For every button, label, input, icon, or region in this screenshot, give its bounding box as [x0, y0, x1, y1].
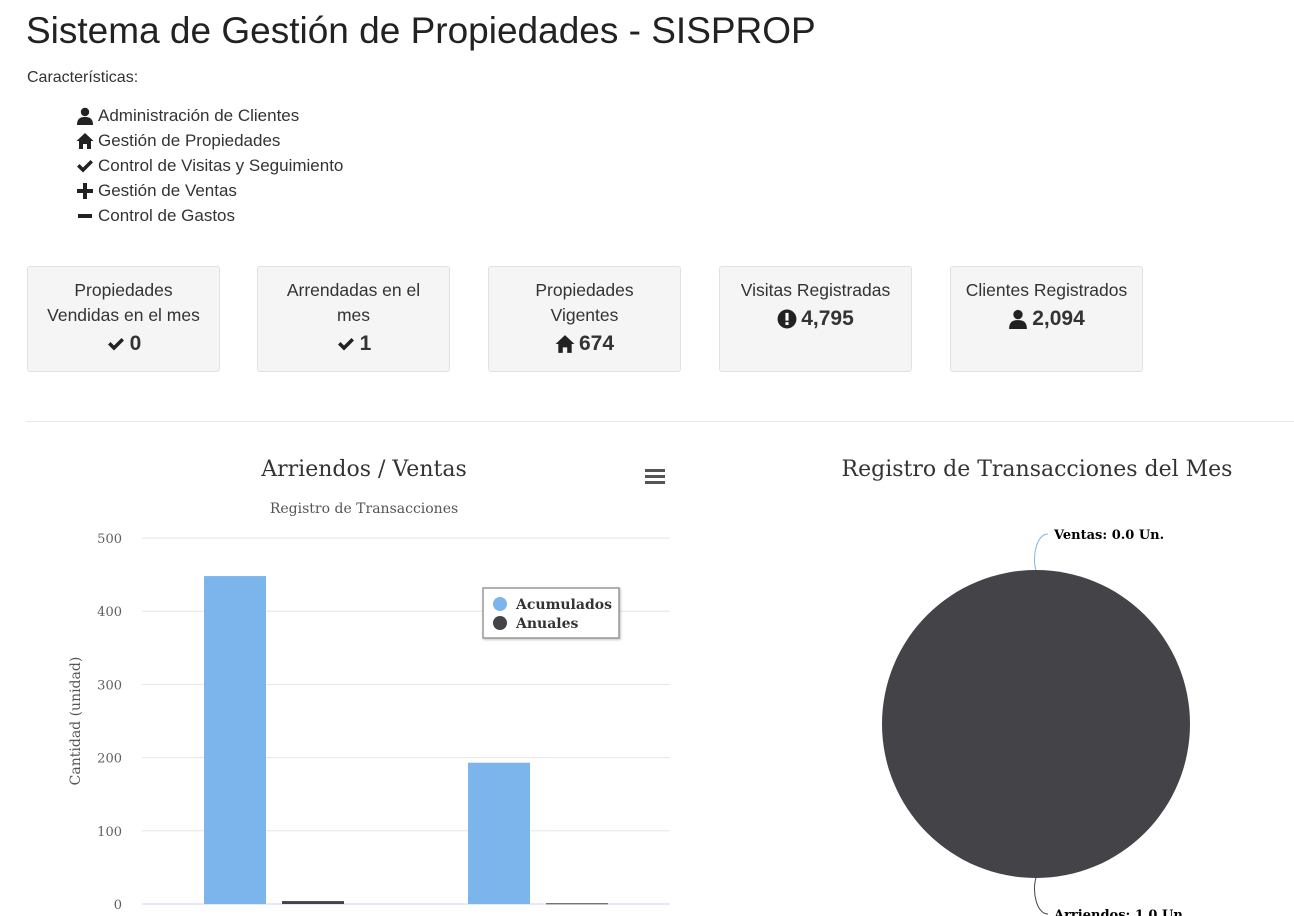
stat-value: 1	[359, 332, 372, 355]
stat-label: Visitas Registradas	[740, 280, 891, 300]
stat-card-properties: Propiedades Vigentes 674	[488, 266, 681, 372]
stat-card-sold: Propiedades Vendidas en el mes 0	[27, 266, 220, 372]
y-tick-label: 100	[97, 825, 122, 840]
stat-value: 2,094	[1032, 307, 1085, 330]
feature-item: Gestión de Propiedades	[76, 128, 343, 153]
bar	[468, 762, 530, 904]
plus-icon	[76, 182, 98, 200]
legend-label: Anuales	[515, 616, 579, 632]
exclamation-circle-icon	[777, 309, 797, 328]
feature-item: Gestión de Ventas	[76, 178, 343, 203]
home-icon	[555, 334, 575, 353]
feature-label: Control de Visitas y Seguimiento	[98, 155, 344, 175]
feature-label: Gestión de Propiedades	[98, 130, 281, 150]
pie-connector	[1034, 533, 1049, 571]
section-divider	[26, 421, 1294, 422]
chart-legend: Acumulados Anuales	[482, 587, 620, 639]
feature-label: Control de Gastos	[98, 205, 236, 225]
y-axis-label: Cantidad (unidad)	[68, 657, 84, 786]
user-icon	[76, 107, 98, 125]
features-list: Administración de Clientes Gestión de Pr…	[76, 103, 343, 228]
y-tick-label: 200	[97, 752, 122, 767]
legend-box	[482, 587, 620, 639]
stat-value-row: 0	[28, 331, 219, 356]
stat-value: 4,795	[801, 307, 854, 330]
bar	[282, 901, 344, 904]
y-tick-label: 0	[114, 898, 122, 913]
user-icon	[1009, 309, 1028, 329]
hamburger-menu-icon	[645, 469, 665, 484]
pie-connector	[1034, 877, 1049, 915]
legend-marker	[493, 616, 507, 630]
y-tick-label: 500	[97, 532, 122, 547]
bar	[204, 576, 266, 904]
feature-label: Administración de Clientes	[98, 105, 300, 125]
stat-value-row: 674	[489, 331, 680, 356]
check-icon	[107, 337, 124, 350]
pie-data-label: Ventas: 0.0 Un.	[1053, 528, 1164, 543]
stat-card-clients: Clientes Registrados 2,094	[950, 266, 1143, 372]
stat-label: Propiedades Vendidas en el mes	[47, 280, 200, 325]
stat-card-rented: Arrendadas en el mes 1	[257, 266, 450, 372]
bar-chart: 0 100 200 300 400 500 Cantidad (unidad) Acumula…	[68, 532, 670, 913]
stat-value-row: 2,094	[951, 306, 1142, 331]
page-title: Sistema de Gestión de Propiedades - SISP…	[26, 10, 816, 51]
stat-card-visits: Visitas Registradas 4,795	[719, 266, 912, 372]
stat-value: 674	[578, 332, 615, 355]
feature-item: Administración de Clientes	[76, 103, 343, 128]
stat-label: Clientes Registrados	[965, 280, 1128, 300]
pie-data-label: Arriendos: 1.0 Un.	[1053, 908, 1187, 916]
check-icon	[76, 157, 98, 175]
bar-chart-subtitle: Registro de Transacciones	[269, 501, 459, 517]
feature-label: Gestión de Ventas	[98, 180, 237, 200]
stat-value: 0	[129, 332, 142, 355]
bar	[546, 903, 608, 905]
y-tick-label: 400	[97, 605, 122, 620]
stat-label: Arrendadas en el mes	[286, 280, 421, 325]
pie-chart-title: Registro de Transacciones del Mes	[841, 457, 1233, 482]
stat-value-row: 4,795	[720, 306, 911, 331]
minus-icon	[76, 207, 98, 225]
feature-item: Control de Gastos	[76, 203, 343, 228]
stat-value-row: 1	[258, 331, 449, 356]
features-label: Características:	[27, 69, 139, 86]
stat-label: Propiedades Vigentes	[535, 280, 634, 325]
feature-item: Control de Visitas y Seguimiento	[76, 153, 343, 178]
y-tick-label: 300	[97, 678, 122, 693]
check-icon	[337, 337, 354, 350]
legend-marker	[493, 597, 507, 611]
legend-label: Acumulados	[515, 597, 612, 613]
home-icon	[76, 132, 98, 150]
bar-chart-title: Arriendos / Ventas	[261, 457, 467, 482]
pie-slice	[882, 570, 1190, 878]
chart-menu-button[interactable]	[642, 465, 668, 487]
pie-chart: Ventas: 0.0 Un. Arriendos: 1.0 Un.	[882, 528, 1190, 916]
